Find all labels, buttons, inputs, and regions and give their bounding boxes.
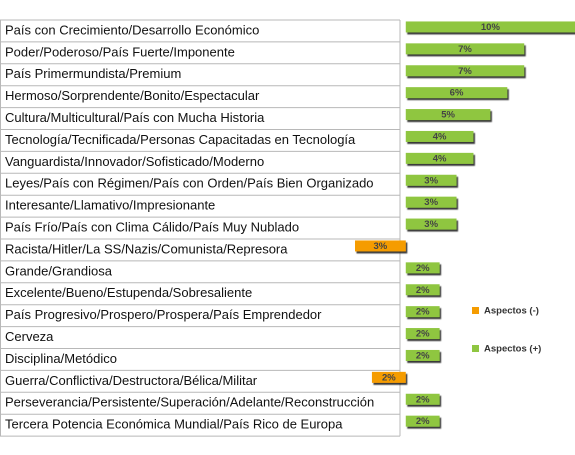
value-label: 4%	[433, 153, 447, 164]
category-label: País Progresivo/Prospero/Prospera/País E…	[5, 307, 322, 322]
value-label: 6%	[450, 88, 464, 99]
category-label: Interesante/Llamativo/Impresionante	[5, 198, 215, 213]
legend-swatch	[472, 345, 479, 352]
value-label: 3%	[424, 197, 438, 208]
category-label: País Primermundista/Premium	[5, 66, 181, 81]
category-label: Perseverancia/Persistente/Superación/Ade…	[5, 395, 374, 410]
bar	[405, 218, 457, 230]
bar	[405, 109, 491, 121]
bar	[405, 284, 440, 296]
category-label: Poder/Poderoso/País Fuerte/Imponente	[5, 44, 235, 59]
bar	[371, 371, 406, 383]
bar	[405, 415, 440, 427]
bar	[405, 87, 508, 99]
value-label: 7%	[458, 44, 472, 55]
category-label: País Frío/País con Clima Cálido/País Muy…	[5, 219, 299, 234]
value-label: 2%	[416, 329, 430, 340]
bar	[405, 196, 457, 208]
value-label: 4%	[433, 131, 447, 142]
bar	[405, 349, 440, 361]
value-label: 10%	[481, 22, 501, 33]
bar	[405, 65, 525, 77]
category-label: Tecnología/Tecnificada/Personas Capacita…	[5, 132, 356, 147]
value-label: 2%	[416, 350, 430, 361]
value-label: 2%	[416, 307, 430, 318]
value-label: 3%	[424, 219, 438, 230]
bar	[405, 393, 440, 405]
category-label: Racista/Hitler/La SS/Nazis/Comunista/Rep…	[5, 241, 288, 256]
category-label: Grande/Grandiosa	[5, 263, 113, 278]
category-label: País con Crecimiento/Desarrollo Económic…	[5, 22, 259, 37]
bar	[405, 306, 440, 318]
bar	[405, 21, 575, 33]
category-label: Leyes/País con Régimen/País con Orden/Pa…	[5, 176, 374, 191]
category-label: Cerveza	[5, 329, 54, 344]
bar	[405, 174, 457, 186]
value-label: 3%	[374, 241, 388, 252]
value-label: 2%	[416, 416, 430, 427]
category-label: Vanguardista/Innovador/Sofisticado/Moder…	[5, 154, 264, 169]
category-label: Tercera Potencia Económica Mundial/País …	[5, 417, 343, 432]
value-label: 5%	[441, 110, 455, 121]
category-label: Cultura/Multicultural/País con Mucha His…	[5, 110, 265, 125]
category-label: Guerra/Conflictiva/Destructora/Bélica/Mi…	[5, 373, 258, 388]
value-label: 7%	[458, 66, 472, 77]
bar	[405, 43, 525, 55]
bar	[405, 262, 440, 274]
category-label: Hermoso/Sorprendente/Bonito/Espectacular	[5, 88, 260, 103]
value-label: 2%	[416, 285, 430, 296]
category-label: Excelente/Bueno/Estupenda/Sobresaliente	[5, 285, 252, 300]
bar	[405, 130, 474, 142]
value-label: 3%	[424, 175, 438, 186]
bar	[405, 152, 474, 164]
bar	[355, 240, 406, 252]
value-label: 2%	[382, 372, 396, 383]
value-label: 2%	[416, 263, 430, 274]
category-label: Disciplina/Metódico	[5, 351, 117, 366]
legend-label: Aspectos (+)	[484, 344, 541, 355]
value-label: 2%	[416, 394, 430, 405]
legend-swatch	[472, 307, 479, 314]
bar	[405, 328, 440, 340]
legend-label: Aspectos (-)	[484, 306, 539, 317]
